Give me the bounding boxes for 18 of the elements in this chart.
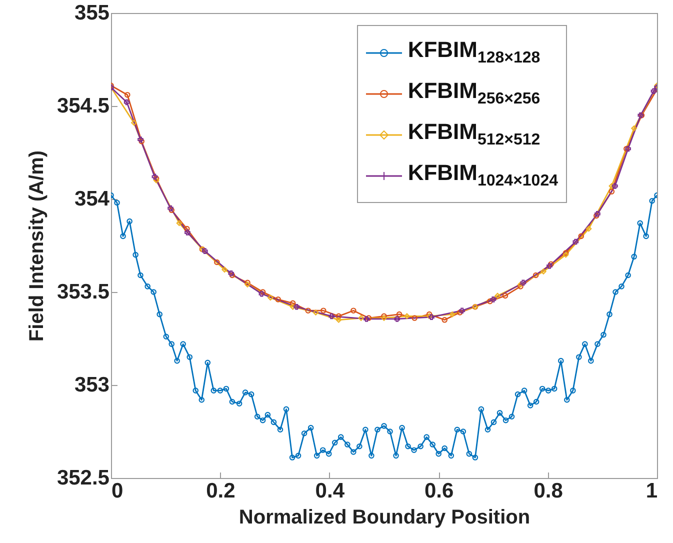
x-tick-label: 1 <box>646 480 658 502</box>
x-tick-label: 0.8 <box>534 480 564 502</box>
legend-label: KFBIM$_{256×256}$ <box>408 78 540 109</box>
x-tick-label: 0.4 <box>315 480 345 502</box>
y-axis-title: Field Intensity (A/m) <box>26 150 48 342</box>
y-tick-label: 354.5 <box>56 94 110 118</box>
y-tick-label: 355 <box>74 2 110 24</box>
x-tick-label: 0 <box>112 480 124 502</box>
y-tick-label: 353 <box>74 374 110 396</box>
legend-label: KFBIM$_{128×128}$ <box>408 37 540 68</box>
legend-label: KFBIM$_{1024×1024}$ <box>408 160 558 191</box>
y-tick-label: 353.5 <box>56 280 110 304</box>
legend-label: KFBIM$_{512×512}$ <box>408 119 540 150</box>
x-axis-title: Normalized Boundary Position <box>238 506 530 528</box>
y-tick-label: 352.5 <box>56 466 110 490</box>
y-tick-label: 354 <box>74 188 110 210</box>
x-tick-label: 0.2 <box>206 480 236 502</box>
x-tick-label: 0.6 <box>424 480 454 502</box>
